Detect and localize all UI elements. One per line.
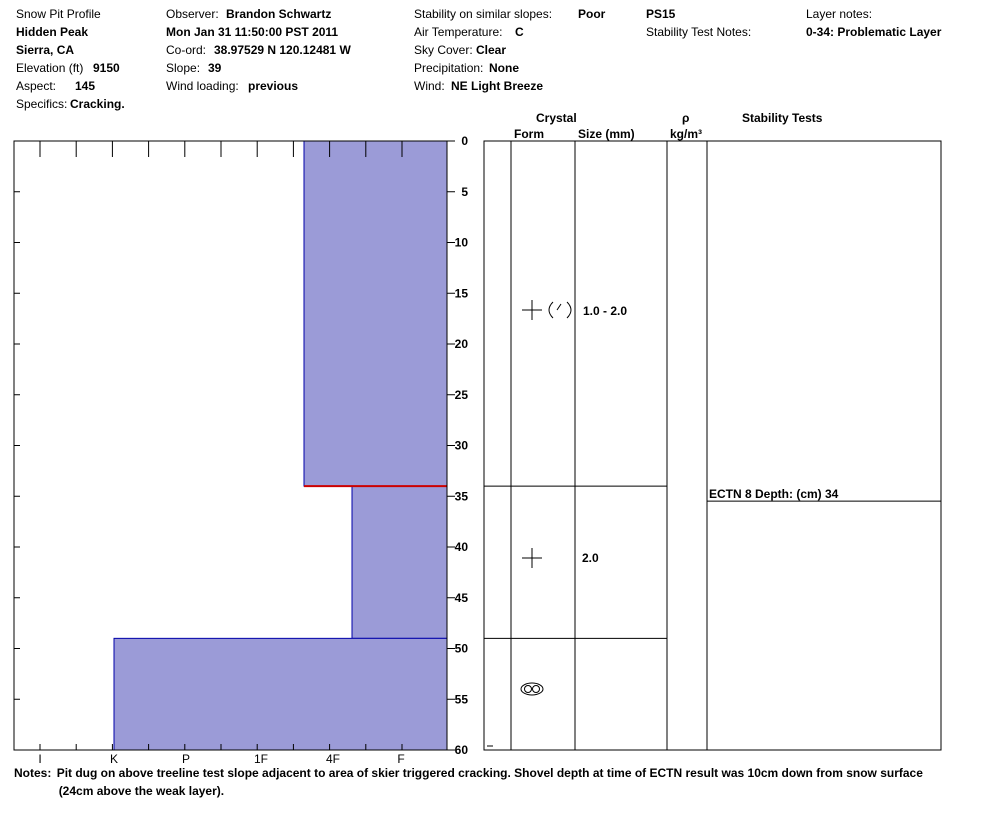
crystal-size-label: 2.0 <box>582 551 599 565</box>
hardness-tick-label: 1F <box>254 752 268 766</box>
location-name: Hidden Peak <box>16 25 89 39</box>
stability-label: Stability on similar slopes: <box>414 7 553 21</box>
wind-value: NE Light Breeze <box>451 79 544 93</box>
depth-tick-label: 5 <box>461 185 468 199</box>
stability-notes-label: Stability Test Notes: <box>646 25 752 39</box>
air-temp-value: C <box>515 25 524 39</box>
depth-tick-label: 35 <box>455 489 469 503</box>
hardness-tick-label: P <box>182 752 190 766</box>
slope-value: 39 <box>208 61 222 75</box>
depth-tick-label: 30 <box>455 439 469 453</box>
notes-label: Notes: <box>14 766 52 780</box>
wind-label: Wind: <box>414 79 445 93</box>
depth-tick-label: 20 <box>455 337 469 351</box>
depth-tick-label: 55 <box>455 692 469 706</box>
hardness-tick-label: K <box>110 752 118 766</box>
hardness-layer-bar <box>303 140 448 487</box>
stability-test-label: ECTN 8 Depth: (cm) 34 <box>709 487 839 501</box>
coord-label: Co-ord: <box>166 43 207 57</box>
depth-tick-label: 60 <box>455 743 469 757</box>
form-header: Form <box>514 127 544 141</box>
notes-block: Notes: Pit dug on above treeline test sl… <box>14 764 974 800</box>
crystal-form-icon <box>524 685 532 693</box>
depth-tick-label: 45 <box>455 591 469 605</box>
sky-cover-value: Clear <box>476 43 507 57</box>
hardness-tick-label: I <box>38 752 41 766</box>
observer-label: Observer: <box>166 7 219 21</box>
observer-value: Brandon Schwartz <box>226 7 332 21</box>
depth-tick-label: 40 <box>455 540 469 554</box>
observation-datetime: Mon Jan 31 11:50:00 PST 2011 <box>166 25 339 39</box>
wind-loading-value: previous <box>248 79 299 93</box>
stability-value: Poor <box>578 7 606 21</box>
aspect-label: Aspect: <box>16 79 57 93</box>
notes-text: Pit dug on above treeline test slope adj… <box>56 766 923 798</box>
crystal-form-icon <box>532 685 540 693</box>
elevation-value: 9150 <box>93 61 120 75</box>
depth-tick-label: 50 <box>455 642 469 656</box>
crystal-form-icon <box>566 301 572 319</box>
region-name: Sierra, CA <box>16 43 75 57</box>
depth-tick-label: 0 <box>461 134 468 148</box>
crystal-form-icon <box>548 301 554 319</box>
hardness-tick-label: 4F <box>326 752 340 766</box>
crystal-form-icon <box>556 303 562 311</box>
density-unit-header: kg/m³ <box>670 127 703 141</box>
coord-value: 38.97529 N 120.12481 W <box>214 43 351 57</box>
depth-tick-label: 15 <box>455 286 469 300</box>
precipitation-label: Precipitation: <box>414 61 484 75</box>
density-symbol-header: ρ <box>682 111 690 125</box>
sky-cover-label: Sky Cover: <box>414 43 473 57</box>
stability-tests-header: Stability Tests <box>742 111 823 125</box>
aspect-value: 145 <box>75 79 96 93</box>
air-temp-label: Air Temperature: <box>414 25 503 39</box>
specifics-value: Cracking. <box>70 97 125 111</box>
depth-tick-label: 25 <box>455 388 469 402</box>
depth-tick-label: 10 <box>455 236 469 250</box>
layer-notes-label: Layer notes: <box>806 7 873 21</box>
crystal-form-icon <box>520 682 544 696</box>
crystal-size-label: 1.0 - 2.0 <box>583 304 627 318</box>
layer-notes-value: 0-34: Problematic Layer <box>806 25 942 39</box>
elevation-label: Elevation (ft) <box>16 61 84 75</box>
layer-table-frame <box>483 140 942 751</box>
size-header: Size (mm) <box>578 127 635 141</box>
specifics-label: Specifics: <box>16 97 68 111</box>
profile-title: Snow Pit Profile <box>16 7 101 21</box>
pit-id: PS15 <box>646 7 676 21</box>
slope-label: Slope: <box>166 61 201 75</box>
hardness-layer-bar <box>113 637 448 751</box>
precipitation-value: None <box>489 61 519 75</box>
hardness-tick-label: F <box>397 752 404 766</box>
wind-loading-label: Wind loading: <box>166 79 239 93</box>
hardness-layer-bar <box>351 485 448 639</box>
crystal-header: Crystal <box>536 111 577 125</box>
